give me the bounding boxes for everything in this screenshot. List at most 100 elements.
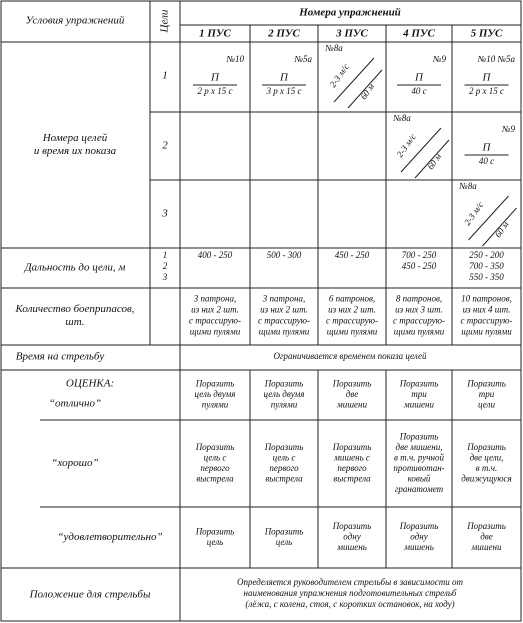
row-label: Количество боеприпасов, [14, 303, 134, 315]
column-header: 1 ПУС [199, 28, 231, 40]
grade-text: выстрела [265, 473, 303, 483]
ammo-text: 3 патрона, [262, 294, 305, 304]
target-distance: 60 м [425, 151, 443, 171]
grade-text: выстрела [196, 473, 234, 483]
row-label: Номера целей [42, 132, 108, 144]
ammo-text: щими пулями [190, 327, 241, 337]
range-value: 250 - 200 [469, 250, 504, 260]
range-value: 400 - 250 [198, 250, 233, 260]
show-time: 40 с [479, 156, 494, 166]
row-label: шт. [65, 316, 84, 328]
target-type: П [482, 72, 492, 84]
grade-text: цель с [273, 452, 296, 462]
grade-label: “хорошо” [51, 457, 98, 469]
range-value: 450 - 250 [335, 250, 370, 260]
grade-text: Поразить [195, 526, 235, 536]
grade-text: две [480, 532, 492, 542]
range-row-number: 2 [163, 261, 168, 271]
ammo-text: щими пулями [394, 327, 445, 337]
show-time: 40 с [411, 86, 426, 96]
grade-text: пулями [202, 400, 229, 410]
arrow [347, 69, 383, 109]
ammo-text: 6 патронов, [329, 294, 375, 304]
ammo-text: из них 2 шт. [191, 305, 239, 315]
grade-text: мишени [403, 400, 434, 410]
grade-text: мишени [336, 400, 367, 410]
column-header: 5 ПУС [471, 28, 503, 40]
target-id: №5а [294, 54, 313, 64]
target-id: №9 [432, 54, 446, 64]
grade-text: цель двумя [195, 389, 236, 399]
grade-text: ковый [408, 473, 431, 483]
position-text: (лёжа, с колена, стоя, с коротких остано… [245, 599, 454, 609]
column-header: 2 ПУС [267, 28, 300, 40]
grade-text: мишень с [333, 452, 370, 462]
grade-text: цель с [204, 452, 227, 462]
range-value: 700 - 350 [469, 261, 504, 271]
grade-text: Поразить [332, 521, 372, 531]
grade-text: пулями [271, 400, 298, 410]
grade-text: Поразить [466, 521, 506, 531]
range-row-number: 1 [163, 250, 168, 260]
ammo-text: из них 3 шт. [395, 305, 443, 315]
ammo-text: щими пулями [259, 327, 310, 337]
grade-text: одну [410, 532, 427, 542]
target-distance: 60 м [358, 81, 376, 101]
show-time: 2 р х 15 с [469, 86, 504, 96]
grade-text: движущуюся [461, 473, 511, 483]
row-label: и время их показа [34, 145, 117, 157]
target-speed: 2-3 м/с [328, 62, 351, 89]
target-type: П [279, 72, 289, 84]
ammo-text: с трассирую- [326, 316, 378, 326]
ammo-text: щими пулями [327, 327, 378, 337]
row-label: Положение для стрельбы [29, 589, 151, 601]
grade-text: первого [269, 463, 299, 473]
target-number: 3 [161, 208, 168, 220]
target-id: №10 [226, 54, 245, 64]
grade-text: Поразить [399, 521, 439, 531]
show-time: 3 р х 15 с [266, 86, 302, 96]
header-cell: Условия упражнений [26, 15, 125, 27]
grade-text: Поразить [466, 442, 506, 452]
range-row-number: 3 [162, 272, 168, 282]
grade-text: две цели, [470, 452, 504, 462]
position-text: наименования упражнения подготовительных… [244, 588, 457, 598]
grade-text: мишень [336, 542, 367, 552]
grade-text: три [411, 389, 427, 399]
target-id: №10 №5а [477, 54, 516, 64]
ammo-text: с трассирую- [393, 316, 445, 326]
row-label: Дальность до цели, м [24, 262, 126, 274]
grades-title: ОЦЕНКА: [66, 378, 114, 390]
grade-text: Поразить [195, 379, 235, 389]
grade-text: в т.ч. ручной [394, 452, 444, 462]
ammo-text: 10 патронов, [461, 294, 512, 304]
target-type: П [414, 72, 424, 84]
range-value: 550 - 350 [469, 272, 504, 282]
row-label: Время на стрельбу [16, 351, 105, 363]
grade-text: мишени [471, 542, 502, 552]
grade-text: две мишени, [396, 442, 443, 452]
grade-text: в т.ч. [476, 463, 498, 473]
time-text: Ограничивается временем показа целей [274, 351, 427, 361]
grade-text: гранатомет [395, 484, 444, 494]
ammo-text: с трассирую- [258, 316, 310, 326]
grade-text: противотан- [393, 463, 444, 473]
grade-text: Поразить [332, 442, 372, 452]
ammo-text: 3 патрона, [193, 294, 236, 304]
grade-label: “отлично” [49, 398, 101, 410]
grade-text: цели [478, 400, 495, 410]
grade-text: цель двумя [264, 389, 305, 399]
grade-text: выстрела [333, 473, 371, 483]
ammo-text: с трассирую- [189, 316, 241, 326]
moving-target [400, 127, 442, 173]
column-header: 3 ПУС [335, 28, 368, 40]
arrow [414, 139, 450, 179]
grade-text: Поразить [264, 526, 304, 536]
grade-text: цель [207, 537, 224, 547]
grade-text: мишень [403, 542, 434, 552]
ammo-text: 8 патронов, [396, 294, 442, 304]
grade-text: Поразить [399, 379, 439, 389]
ammo-text: из них 4 шт. [463, 305, 511, 315]
